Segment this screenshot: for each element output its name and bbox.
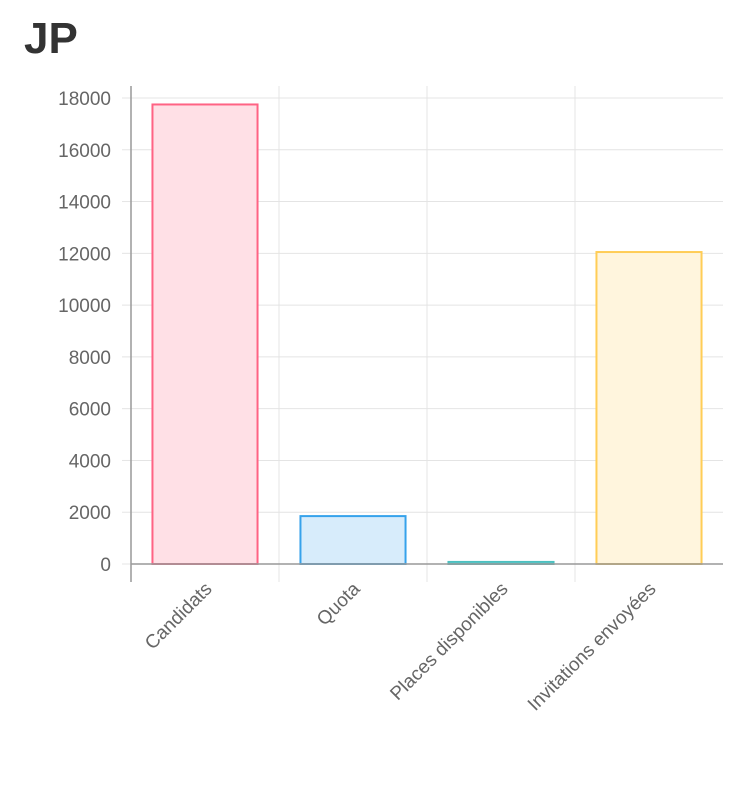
y-tick-label: 10000 [58, 296, 111, 317]
y-tick-label: 12000 [58, 244, 111, 265]
x-tick-label: Candidats [141, 579, 216, 654]
y-tick-label: 0 [100, 555, 111, 576]
bars [151, 103, 703, 566]
y-tick-label: 2000 [69, 503, 111, 524]
y-tick-label: 16000 [58, 141, 111, 162]
y-tick-label: 8000 [69, 348, 111, 369]
y-tick-label: 14000 [58, 193, 111, 214]
chart-title: JP [24, 14, 78, 63]
x-axis-tick-labels: Candidats Quota Places disponibles Invitati… [141, 578, 660, 715]
x-tick-label: Quota [313, 578, 365, 630]
bar-quota[interactable] [299, 515, 407, 565]
x-tick-label: Places disponibles [386, 579, 512, 705]
x-tick-label: Invitations envoyées [524, 579, 661, 716]
y-tick-label: 6000 [69, 400, 111, 421]
y-tick-label: 18000 [58, 89, 111, 110]
y-axis-tick-labels: 0 2000 4000 6000 8000 10000 12000 14000 16000 180… [58, 89, 111, 576]
bar-invitations-envoy-es[interactable] [595, 251, 703, 566]
bar-candidats[interactable] [151, 103, 259, 565]
axes [130, 86, 723, 582]
y-tick-label: 4000 [69, 451, 111, 472]
